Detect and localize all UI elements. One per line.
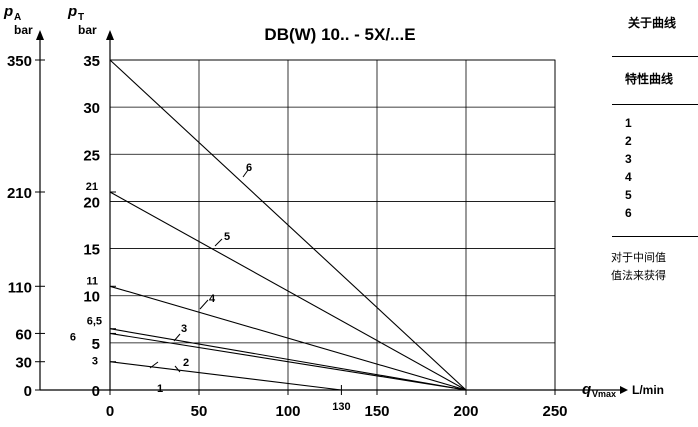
series-callout-line	[214, 238, 223, 247]
x-axis-name-sub: Vmax	[592, 389, 616, 399]
side-table-row: 1	[625, 116, 632, 130]
y-left-tick-label: 350	[7, 53, 32, 70]
chart-title: DB(W) 10.. - 5X/...E	[264, 25, 415, 44]
x-axis-name: q	[582, 381, 591, 398]
grid	[109, 59, 556, 391]
y-right-axis-name-unit: bar	[78, 23, 97, 37]
y-left-tick-label: 210	[7, 185, 32, 202]
y-left-tick-label: 30	[15, 355, 32, 372]
series-lines	[109, 59, 467, 391]
intercept-label: 6	[70, 331, 76, 343]
series-callout-line	[199, 299, 209, 310]
side-table-row: 4	[625, 170, 632, 184]
y-left-axis-name: p	[3, 3, 13, 20]
y-right-tick-label: 35	[83, 53, 100, 70]
series-label-4: 4	[209, 293, 216, 305]
y-left-tick-label: 60	[15, 326, 32, 343]
series-label-1: 1	[157, 383, 163, 395]
y-right-tick-label: 20	[83, 194, 100, 211]
x-axis-arrow	[620, 386, 628, 394]
axes	[35, 30, 628, 395]
series-label-5: 5	[224, 231, 230, 243]
side-table-row: 2	[625, 134, 632, 148]
series-line-3	[109, 328, 467, 391]
side-table-title: 关于曲线	[628, 16, 677, 30]
x-tick-label: 150	[364, 403, 389, 420]
series-label-3: 3	[181, 323, 187, 335]
series-line-2	[109, 332, 467, 391]
intercept-label: 3	[92, 356, 98, 368]
y-axis-left-arrow	[36, 30, 44, 40]
y-right-tick-label: 25	[83, 147, 100, 164]
y-axis-right-arrow	[106, 30, 114, 40]
side-table-header: 特性曲线	[625, 72, 674, 86]
x-extra-tick-label: 130	[332, 401, 350, 413]
series-label-2: 2	[183, 357, 189, 369]
series-callout-line	[242, 169, 249, 178]
side-table-row: 5	[625, 188, 632, 202]
x-tick-label: 0	[106, 403, 114, 420]
intercept-label: 11	[86, 275, 98, 287]
y-right-tick-label: 30	[83, 100, 100, 117]
series-callout-line	[173, 333, 181, 342]
side-table-rule-bottom	[612, 236, 698, 237]
y-right-axis-name-sub: T	[78, 12, 84, 23]
side-table-rule-top	[612, 56, 698, 57]
y-left-axis-name-sub: A	[14, 12, 21, 23]
intercept-label: 6,5	[87, 316, 102, 328]
series-line-4	[109, 285, 467, 391]
y-right-axis-name: p	[67, 3, 77, 20]
side-table-rule-mid	[612, 104, 698, 105]
y-right-tick-label: 0	[92, 383, 100, 400]
y-left-tick-label: 0	[24, 383, 32, 400]
y-right-tick-label: 10	[83, 289, 100, 306]
series-label-6: 6	[246, 162, 252, 174]
series-line-6	[109, 59, 467, 391]
y-right-tick-label: 5	[92, 336, 100, 353]
labels: 0 50 100 150 200 2501300510152025303503060110…	[3, 3, 664, 420]
y-left-tick-label: 110	[8, 279, 32, 296]
side-table-row: 3	[625, 152, 632, 166]
x-axis-unit: L/min	[632, 383, 664, 397]
intercept-label: 21	[86, 181, 98, 193]
x-tick-label: 50	[191, 403, 208, 420]
series-line-5	[109, 191, 467, 391]
y-right-tick-label: 15	[83, 242, 100, 259]
x-tick-label: 200	[453, 403, 478, 420]
side-table-note-2: 值法来获得	[611, 269, 666, 282]
x-tick-label: 100	[275, 403, 300, 420]
x-tick-label: 250	[542, 403, 567, 420]
series-callout-line	[174, 365, 181, 373]
series-line-1	[109, 361, 342, 391]
series-callout-line	[149, 361, 159, 369]
y-left-axis-name-unit: bar	[14, 23, 33, 37]
side-table-note-1: 对于中间值	[611, 251, 666, 264]
side-table-row: 6	[625, 206, 632, 220]
